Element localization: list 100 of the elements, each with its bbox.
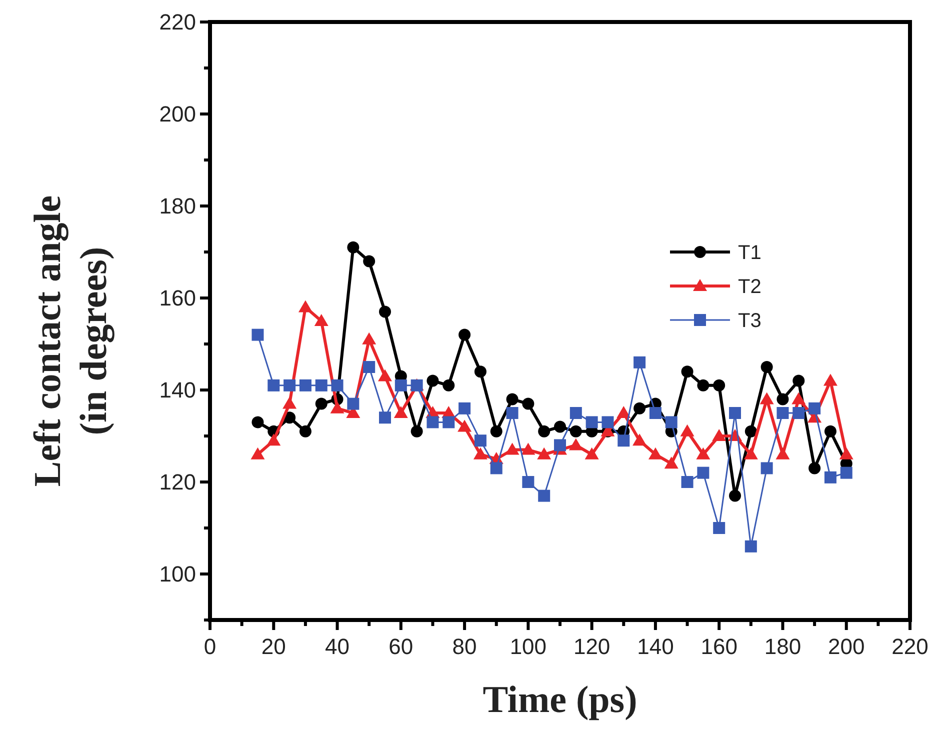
point xyxy=(522,476,534,488)
point xyxy=(568,438,583,450)
point xyxy=(522,398,534,410)
point xyxy=(760,462,773,474)
point xyxy=(664,456,678,469)
x-tick-label: 20 xyxy=(261,634,286,659)
point xyxy=(760,361,773,373)
point xyxy=(729,490,741,502)
point xyxy=(808,402,821,414)
point xyxy=(266,434,281,446)
point xyxy=(681,366,694,378)
point xyxy=(394,406,408,418)
point xyxy=(426,416,439,428)
point xyxy=(648,447,662,460)
point xyxy=(744,425,757,438)
point xyxy=(506,407,518,419)
point xyxy=(474,366,486,378)
point xyxy=(823,374,838,386)
point xyxy=(681,476,694,488)
point xyxy=(570,407,582,419)
y-axis-title: Left contact angle (in degrees) xyxy=(27,195,115,487)
point xyxy=(649,407,662,419)
y-tick-label: 140 xyxy=(159,378,196,403)
point xyxy=(268,379,280,392)
point xyxy=(473,447,488,460)
point xyxy=(299,379,312,392)
point xyxy=(616,406,631,418)
point xyxy=(554,420,566,433)
point xyxy=(744,447,758,460)
point xyxy=(521,442,536,455)
point xyxy=(252,328,264,341)
point xyxy=(618,434,630,447)
point xyxy=(696,447,710,460)
point xyxy=(347,241,360,254)
point xyxy=(712,429,726,441)
point xyxy=(284,379,296,392)
point xyxy=(362,332,376,344)
point xyxy=(379,412,391,424)
point xyxy=(250,447,265,460)
x-tick-label: 60 xyxy=(388,634,414,659)
point xyxy=(363,255,376,268)
point xyxy=(792,407,805,419)
x-tick-label: 120 xyxy=(573,634,610,659)
point xyxy=(505,442,520,455)
x-tick-label: 220 xyxy=(892,634,928,659)
point xyxy=(744,540,757,552)
point xyxy=(363,361,376,373)
legend-label: T1 xyxy=(738,242,762,264)
point xyxy=(776,447,790,460)
legend-label: T2 xyxy=(738,276,762,298)
point xyxy=(586,416,598,428)
y-tick-label: 160 xyxy=(159,286,196,311)
y-tick-label: 120 xyxy=(159,470,196,495)
y-tick-label: 220 xyxy=(159,10,196,35)
point xyxy=(378,369,392,382)
point xyxy=(330,401,344,414)
point xyxy=(776,393,789,406)
point xyxy=(282,396,297,409)
x-tick-label: 80 xyxy=(452,634,477,659)
point xyxy=(776,407,789,419)
point xyxy=(298,300,312,312)
point xyxy=(634,356,646,368)
point xyxy=(442,416,455,428)
x-axis-title: Time (ps) xyxy=(482,679,638,721)
point xyxy=(792,392,806,404)
x-tick-label: 140 xyxy=(637,634,674,659)
point xyxy=(537,447,552,460)
point xyxy=(713,522,726,534)
point xyxy=(665,416,678,428)
point xyxy=(839,447,854,460)
point xyxy=(458,328,471,341)
point xyxy=(697,466,710,479)
point xyxy=(632,434,647,446)
point xyxy=(538,490,550,502)
point xyxy=(252,416,264,428)
point xyxy=(824,471,836,484)
y-tick-label: 100 xyxy=(159,562,196,587)
point xyxy=(792,374,805,387)
point xyxy=(394,379,407,392)
point xyxy=(299,425,312,438)
legend-label: T3 xyxy=(738,310,762,332)
y-tick-label: 200 xyxy=(159,102,196,127)
point xyxy=(315,379,328,392)
point xyxy=(760,392,774,404)
point xyxy=(490,462,502,474)
point xyxy=(490,425,502,438)
x-tick-label: 200 xyxy=(828,634,865,659)
point xyxy=(824,425,836,438)
point xyxy=(458,402,471,414)
x-tick-label: 0 xyxy=(204,634,216,659)
point xyxy=(538,425,550,438)
point xyxy=(584,447,599,460)
point xyxy=(458,420,472,432)
y-tick-label: 180 xyxy=(159,194,196,219)
point xyxy=(347,398,360,410)
point xyxy=(315,398,328,410)
point xyxy=(426,374,439,387)
x-tick-label: 160 xyxy=(700,634,738,659)
point xyxy=(410,425,423,438)
point xyxy=(554,439,566,452)
